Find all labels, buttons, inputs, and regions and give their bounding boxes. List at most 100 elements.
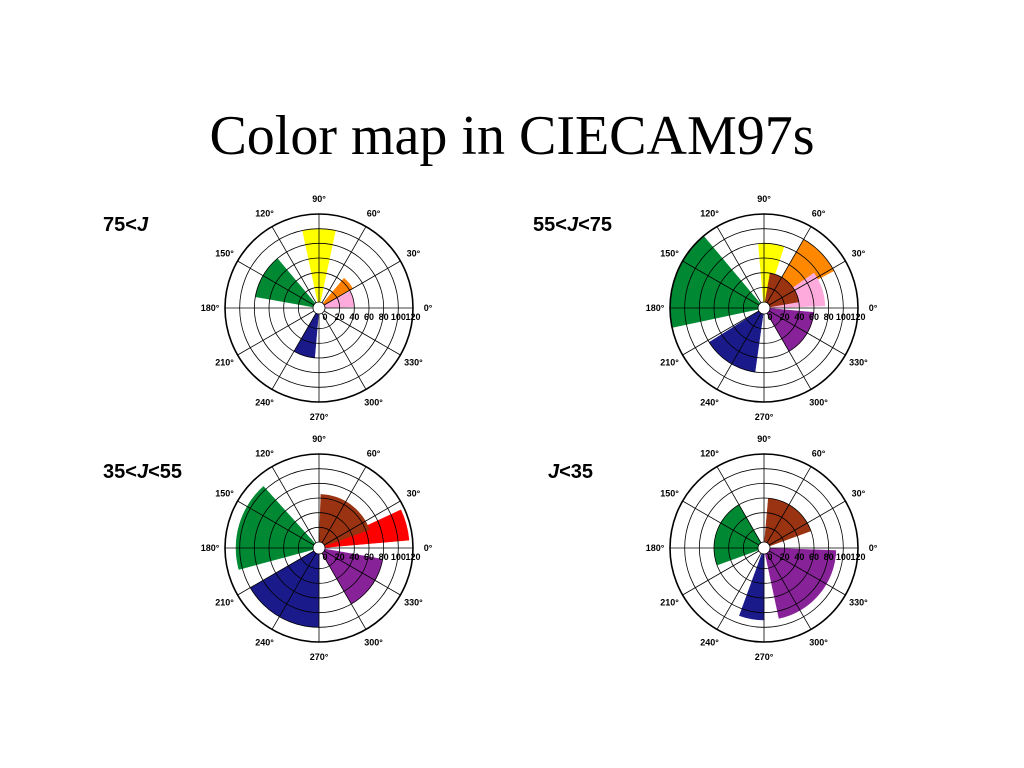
grid-spoke: [716, 226, 762, 304]
radial-tick-label: 60: [364, 552, 374, 562]
radial-tick-label: 20: [335, 312, 345, 322]
angle-tick-label: 330°: [404, 358, 423, 368]
angle-tick-label: 270°: [755, 412, 774, 422]
radial-tick-label: 40: [349, 552, 359, 562]
polar-chart-1: 0° 30° 60° 90° 120° 150° 180° 210° 240° 270° 300° 3…: [201, 194, 433, 422]
radial-tick-label: 40: [794, 312, 804, 322]
radial-tick-label: 60: [809, 552, 819, 562]
grid-spoke: [321, 552, 367, 630]
radial-tick-label: 0: [767, 552, 772, 562]
grid-spoke: [271, 312, 317, 390]
grid-spoke: [766, 466, 812, 544]
grid-spoke: [321, 466, 367, 544]
grid-spoke: [766, 226, 812, 304]
angle-tick-label: 120°: [255, 209, 274, 219]
radial-tick-label: 20: [780, 312, 790, 322]
polar-chart-4: 0° 30° 60° 90° 120° 150° 180° 210° 240° 270° 300° 3…: [646, 434, 878, 662]
angle-tick-label: 0°: [869, 303, 878, 313]
angle-tick-label: 300°: [364, 397, 383, 407]
angle-tick-label: 30°: [852, 249, 866, 259]
grid-spoke: [321, 312, 367, 390]
angle-tick-label: 150°: [215, 489, 234, 499]
angle-tick-label: 270°: [755, 652, 774, 662]
angle-tick-label: 300°: [809, 637, 828, 647]
grid-spoke: [682, 500, 760, 546]
radial-tick-label: 100: [836, 552, 851, 562]
polar-chart-2: 0° 30° 60° 90° 120° 150° 180° 210° 240° 270° 300° 3…: [646, 194, 878, 422]
angle-tick-label: 240°: [255, 637, 274, 647]
grid-spoke: [682, 260, 760, 306]
angle-tick-label: 90°: [312, 434, 326, 444]
label-variable: J: [136, 214, 149, 236]
radial-tick-label: 120: [850, 312, 865, 322]
radial-tick-label: 120: [405, 312, 420, 322]
label-suffix: <75: [578, 214, 612, 236]
angle-tick-label: 300°: [364, 637, 383, 647]
grid-spoke: [237, 550, 315, 596]
angle-tick-label: 330°: [849, 358, 868, 368]
angle-tick-label: 30°: [407, 489, 421, 499]
angle-tick-label: 0°: [424, 543, 433, 553]
grid-spoke: [271, 466, 317, 544]
angle-tick-label: 90°: [757, 194, 771, 204]
polar-sector: [669, 235, 761, 328]
polar-chart-3: 0° 30° 60° 90° 120° 150° 180° 210° 240° 270° 300° 3…: [201, 434, 433, 662]
label-variable: J: [548, 461, 560, 483]
grid-spoke: [682, 550, 760, 596]
label-variable: J: [136, 461, 149, 483]
angle-tick-label: 270°: [310, 412, 329, 422]
angle-tick-label: 210°: [660, 598, 679, 608]
label-suffix: <55: [148, 461, 182, 483]
radial-tick-label: 80: [379, 312, 389, 322]
grid-spoke: [716, 466, 762, 544]
angle-tick-label: 90°: [757, 434, 771, 444]
angle-tick-label: 120°: [700, 449, 719, 459]
radial-tick-label: 0: [322, 552, 327, 562]
label-suffix: <35: [559, 461, 594, 483]
grid-spoke: [237, 500, 315, 546]
angle-tick-label: 60°: [367, 209, 381, 219]
radial-tick-label: 100: [391, 552, 406, 562]
grid-spoke: [716, 312, 762, 390]
grid-spoke: [768, 550, 846, 596]
angle-tick-label: 210°: [215, 598, 234, 608]
angle-tick-label: 60°: [812, 449, 826, 459]
radial-tick-label: 0: [767, 312, 772, 322]
angle-tick-label: 210°: [660, 358, 679, 368]
polar-sector: [766, 308, 815, 352]
radial-tick-label: 0: [322, 312, 327, 322]
radial-tick-label: 80: [824, 552, 834, 562]
radial-tick-label: 100: [836, 312, 851, 322]
angle-tick-label: 270°: [310, 652, 329, 662]
angle-tick-label: 300°: [809, 397, 828, 407]
angle-tick-label: 60°: [367, 449, 381, 459]
grid-spoke: [682, 310, 760, 356]
radial-tick-label: 80: [824, 312, 834, 322]
grid-spoke: [716, 552, 762, 630]
radial-tick-label: 100: [391, 312, 406, 322]
label-prefix: 35<: [103, 461, 137, 483]
grid-spoke: [768, 310, 846, 356]
radial-tick-label: 40: [794, 552, 804, 562]
panel-label: 75<J: [103, 214, 148, 237]
angle-tick-label: 150°: [215, 249, 234, 259]
radial-tick-label: 40: [349, 312, 359, 322]
angle-tick-label: 60°: [812, 209, 826, 219]
angle-tick-label: 180°: [201, 303, 220, 313]
grid-spoke: [766, 552, 812, 630]
label-prefix: 55<: [533, 214, 567, 236]
angle-tick-label: 180°: [646, 303, 665, 313]
grid-spoke: [271, 552, 317, 630]
radial-tick-label: 60: [364, 312, 374, 322]
angle-tick-label: 0°: [869, 543, 878, 553]
radial-tick-label: 120: [850, 552, 865, 562]
angle-tick-label: 150°: [660, 489, 679, 499]
polar-sector: [255, 258, 316, 308]
grid-spoke: [237, 310, 315, 356]
radial-tick-label: 80: [379, 552, 389, 562]
grid-spoke: [768, 260, 846, 306]
label-prefix: 75<: [103, 214, 137, 236]
angle-tick-label: 180°: [201, 543, 220, 553]
angle-tick-label: 150°: [660, 249, 679, 259]
panel-label: 55<J<75: [533, 214, 612, 237]
